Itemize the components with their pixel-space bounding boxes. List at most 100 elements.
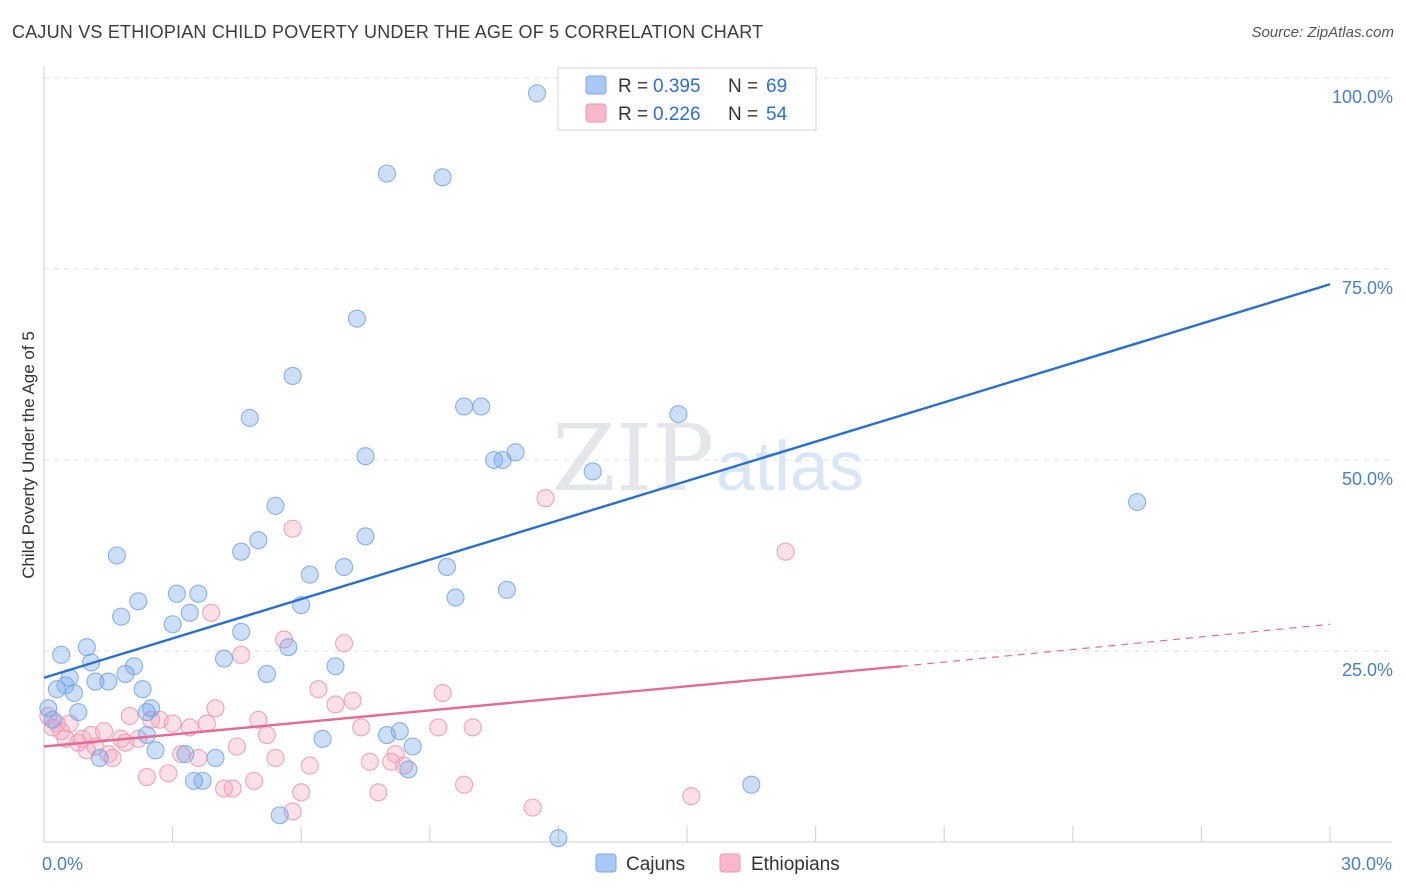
cajuns-point [283, 366, 302, 386]
cajuns-point [377, 164, 396, 183]
axes [43, 66, 1392, 843]
cajuns-point [112, 607, 131, 626]
ethiopians-point [429, 718, 448, 737]
cajuns-point [39, 699, 58, 718]
cajuns-point [232, 622, 251, 641]
ethiopians-point [244, 771, 264, 790]
cajuns-point [180, 603, 199, 622]
cajuns-point [279, 638, 298, 657]
cajuns-point [214, 649, 234, 668]
ethiopians-point [343, 691, 362, 710]
cajuns-point [497, 580, 517, 599]
ethiopians-point [120, 706, 139, 725]
ethiopians-point [455, 775, 474, 794]
trend-line-ethiopians-extension [901, 623, 1331, 667]
ethiopians-point [360, 752, 379, 771]
legend-n-value-cajuns: 69 [766, 76, 787, 97]
cajuns-point [335, 557, 354, 577]
ethiopians-point [163, 714, 182, 733]
cajuns-point [64, 683, 84, 703]
bottom-legend-label-cajuns: Cajuns [626, 854, 685, 875]
bottom-legend-swatch-ethiopians [719, 853, 741, 873]
trend-line-cajuns [43, 283, 1331, 679]
ethiopians-point [682, 787, 701, 806]
cajuns-point [433, 168, 452, 187]
ethiopians-point [463, 718, 482, 737]
ethiopians-point [433, 683, 452, 703]
cajuns-point [206, 748, 225, 768]
ethiopians-point [172, 745, 191, 764]
cajuns-point [437, 557, 456, 577]
ethiopians-point [352, 718, 371, 737]
grid-lines [44, 77, 1392, 652]
legend-r-label-cajuns: R = [618, 76, 648, 97]
cajuns-point [583, 462, 602, 481]
ethiopians-point [523, 798, 542, 817]
cajuns-point [240, 408, 259, 428]
y-tick-label-2: 75.0% [1342, 278, 1393, 298]
ethiopians-point [283, 519, 302, 538]
y-tick-label-1: 50.0% [1342, 469, 1393, 489]
ethiopians-point [227, 737, 246, 756]
cajuns-point [69, 703, 88, 722]
cajuns-point [249, 531, 268, 550]
ethiopians-point [137, 768, 156, 787]
ethiopians-point [249, 710, 268, 729]
ethiopians-point [335, 634, 354, 653]
cajuns-point [356, 447, 375, 466]
watermark-zip: ZIP [552, 405, 714, 512]
cajuns-point [99, 672, 118, 691]
watermark-atlas: atlas [716, 427, 864, 505]
legend-r-value-ethiopians: 0.226 [653, 104, 701, 125]
cajuns-point [193, 771, 212, 790]
ethiopians-point [292, 783, 311, 802]
ethiopians-point [159, 764, 178, 783]
cajuns-point [189, 584, 208, 603]
cajuns-point [326, 657, 345, 676]
ethiopians-point [257, 725, 276, 745]
cajuns-point [142, 699, 161, 718]
ethiopians-point [202, 603, 221, 622]
cajuns-point [669, 405, 688, 424]
legend-n-label-ethiopians: N = [728, 104, 758, 125]
legend-swatch-cajuns [585, 75, 607, 95]
ethiopians-point [382, 752, 401, 771]
cajuns-point [146, 741, 165, 760]
legend-r-value-cajuns: 0.395 [653, 76, 701, 97]
series-ethiopians-points [39, 489, 795, 821]
cajuns-point [257, 664, 276, 683]
cajuns-point [107, 546, 126, 565]
cajuns-point [137, 725, 156, 745]
ethiopians-point [94, 722, 114, 741]
ethiopians-point [369, 783, 388, 802]
x-tick-label-min: 0.0% [42, 854, 83, 874]
cajuns-point [549, 829, 568, 848]
cajuns-point [86, 672, 105, 691]
x-tick-label-max: 30.0% [1341, 854, 1392, 874]
cajuns-point [300, 565, 319, 584]
cajuns-point [43, 710, 62, 729]
cajuns-point [506, 443, 525, 462]
cajuns-point [742, 775, 761, 794]
ethiopians-point [232, 645, 251, 664]
cajuns-point [52, 645, 71, 664]
series-cajuns-points [39, 84, 1147, 848]
ethiopians-point [206, 699, 225, 718]
cajuns-point [446, 588, 465, 607]
cajuns-point [313, 729, 332, 748]
ethiopians-point [266, 748, 285, 768]
y-tick-label-3: 100.0% [1332, 87, 1393, 107]
cajuns-point [527, 84, 547, 103]
cajuns-point [472, 397, 491, 416]
ethiopians-point [309, 680, 328, 699]
x-tick-labels: 0.0% 30.0% [42, 854, 1392, 874]
chart-title: CAJUN VS ETHIOPIAN CHILD POVERTY UNDER T… [12, 22, 764, 42]
ethiopians-point [326, 695, 345, 714]
cajuns-point [232, 542, 251, 561]
cajuns-point [455, 397, 474, 416]
legend: R = 0.395 N = 69 R = 0.226 N = 54 [557, 67, 817, 131]
bottom-legend-label-ethiopians: Ethiopians [751, 854, 840, 875]
cajuns-point [47, 680, 66, 699]
legend-n-label-cajuns: N = [728, 76, 758, 97]
cajuns-point [390, 722, 409, 741]
